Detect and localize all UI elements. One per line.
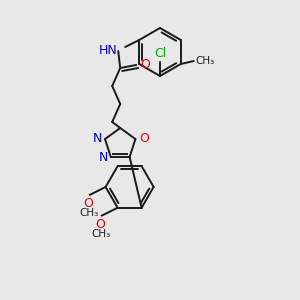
Text: N: N bbox=[98, 152, 108, 164]
Text: N: N bbox=[93, 132, 102, 145]
Text: O: O bbox=[84, 197, 94, 210]
Text: HN: HN bbox=[98, 44, 117, 56]
Text: O: O bbox=[140, 132, 149, 145]
Text: O: O bbox=[140, 58, 150, 71]
Text: O: O bbox=[96, 218, 106, 231]
Text: CH₃: CH₃ bbox=[196, 56, 215, 66]
Text: CH₃: CH₃ bbox=[91, 229, 110, 239]
Text: Cl: Cl bbox=[154, 47, 166, 60]
Text: CH₃: CH₃ bbox=[79, 208, 98, 218]
